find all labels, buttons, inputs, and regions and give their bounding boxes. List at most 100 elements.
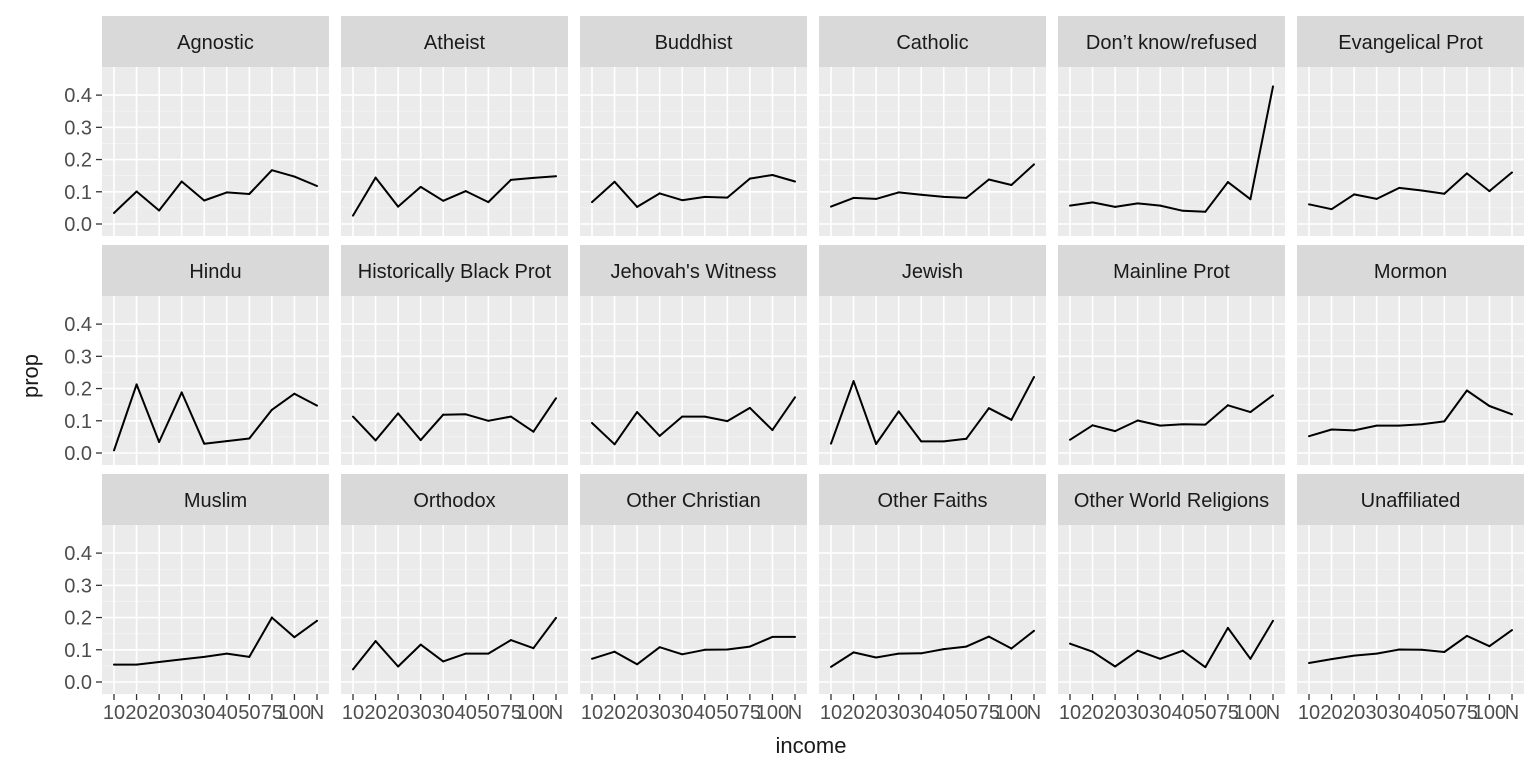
- data-point: [613, 650, 616, 653]
- x-tick-label: 20: [364, 702, 386, 724]
- data-point: [555, 175, 557, 178]
- data-point: [726, 420, 729, 423]
- x-tick-label: 20: [842, 702, 864, 724]
- data-point: [509, 639, 512, 642]
- data-point: [613, 443, 616, 446]
- data-point: [1465, 172, 1468, 175]
- data-point: [1488, 645, 1491, 648]
- data-point: [487, 652, 490, 655]
- data-point: [1353, 429, 1356, 432]
- data-point: [965, 437, 968, 440]
- data-point: [225, 652, 228, 655]
- facet-label: Buddhist: [655, 32, 733, 54]
- facet-panels: Agnostic Atheist Buddhist Catholic Don’t kno…: [102, 16, 1524, 694]
- data-point: [1010, 418, 1013, 421]
- x-tick-label: 10: [820, 702, 842, 724]
- facet-label: Muslim: [184, 490, 247, 512]
- data-point: [1353, 654, 1356, 657]
- data-point: [225, 440, 228, 443]
- series-line: [1308, 171, 1513, 211]
- data-point: [875, 656, 878, 659]
- facet-panel: Atheist: [341, 16, 568, 236]
- facet-panel: Other Christian: [580, 474, 807, 694]
- facet-label: Mainline Prot: [1113, 261, 1230, 283]
- data-point: [352, 214, 354, 217]
- x-tick-label: 30: [171, 702, 193, 724]
- data-point: [1330, 658, 1333, 661]
- data-point: [852, 380, 855, 383]
- series-line: [114, 616, 318, 666]
- data-point: [897, 652, 900, 655]
- data-point: [1420, 423, 1423, 426]
- facet-label: Hindu: [189, 261, 241, 283]
- data-point: [442, 660, 445, 663]
- data-point: [1465, 634, 1468, 637]
- data-point: [920, 440, 923, 443]
- data-point: [1181, 649, 1184, 652]
- facet-strip: [819, 245, 1046, 296]
- data-point: [293, 175, 296, 178]
- series-line: [113, 383, 318, 451]
- facet-label: Unaffiliated: [1361, 490, 1461, 512]
- data-point: [748, 177, 751, 180]
- data-point: [293, 392, 296, 395]
- x-tick-label: 30: [888, 702, 910, 724]
- data-point: [1308, 661, 1310, 664]
- data-point: [1069, 438, 1071, 441]
- y-tick-label: 0.1: [64, 411, 92, 433]
- data-point: [920, 193, 923, 196]
- data-point: [703, 415, 706, 418]
- facet-strip: [1058, 16, 1285, 67]
- x-tick-label: 100: [1234, 702, 1267, 724]
- facet-panel: Buddhist: [580, 16, 807, 236]
- facet-panel: Agnostic: [102, 16, 329, 236]
- y-tick-label: 0.0: [64, 443, 92, 465]
- data-point: [464, 413, 467, 416]
- data-point: [270, 408, 273, 411]
- x-tick-label: 20: [1320, 702, 1342, 724]
- facet-panel: Muslim: [102, 474, 329, 694]
- data-point: [1420, 648, 1423, 651]
- data-point: [225, 191, 228, 194]
- data-point: [442, 199, 445, 202]
- x-tick-label: 30: [1149, 702, 1171, 724]
- data-point: [942, 195, 945, 198]
- series-line: [352, 175, 557, 217]
- data-point: [613, 180, 616, 183]
- facet-strip: [580, 474, 807, 525]
- x-tick-label: 20: [865, 702, 887, 724]
- data-point: [591, 201, 593, 204]
- data-point: [270, 169, 273, 172]
- x-tick-label: 30: [1127, 702, 1149, 724]
- data-point: [897, 191, 900, 194]
- x-tick-label: 20: [148, 702, 170, 724]
- data-point: [158, 441, 161, 444]
- x-tick-label: 75: [978, 702, 1000, 724]
- data-point: [248, 655, 251, 658]
- data-point: [852, 651, 855, 654]
- x-tick-label: 10: [581, 702, 603, 724]
- data-point: [1249, 657, 1252, 660]
- y-tick-label: 0.4: [64, 314, 92, 336]
- data-point: [771, 429, 774, 432]
- facet-panel: Jewish: [819, 245, 1046, 465]
- x-tick-label: N: [1266, 702, 1280, 724]
- facet-panel: Mormon: [1297, 245, 1524, 465]
- data-point: [555, 397, 557, 400]
- data-point: [748, 406, 751, 409]
- facet-label: Mormon: [1374, 261, 1447, 283]
- x-tick-label: N: [1505, 702, 1519, 724]
- data-point: [1159, 657, 1162, 660]
- data-point: [1272, 85, 1274, 88]
- facet-strip: [341, 16, 568, 67]
- data-point: [1511, 629, 1513, 632]
- series-line: [352, 397, 557, 442]
- x-tick-label: 50: [238, 702, 260, 724]
- y-tick-label: 0.3: [64, 575, 92, 597]
- x-axis-title: income: [776, 733, 847, 758]
- data-point: [920, 652, 923, 655]
- x-tick-label: 50: [1194, 702, 1216, 724]
- x-tick-label: 100: [995, 702, 1028, 724]
- facet-label: Historically Black Prot: [358, 261, 552, 283]
- facet-strip: [102, 474, 329, 525]
